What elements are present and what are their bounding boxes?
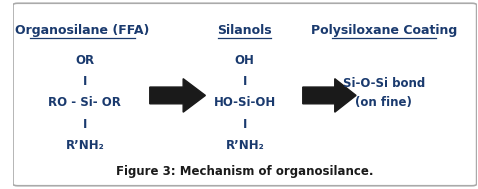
- Text: I: I: [243, 118, 247, 131]
- Text: HO-Si-OH: HO-Si-OH: [214, 96, 276, 109]
- Text: Silanols: Silanols: [217, 24, 272, 37]
- Text: OH: OH: [235, 53, 255, 67]
- Text: Polysiloxane Coating: Polysiloxane Coating: [311, 24, 457, 37]
- Text: OR: OR: [76, 53, 95, 67]
- Text: Organosilane (FFA): Organosilane (FFA): [15, 24, 150, 37]
- FancyBboxPatch shape: [13, 3, 477, 186]
- FancyArrow shape: [150, 79, 206, 112]
- Text: RO - Si- OR: RO - Si- OR: [48, 96, 121, 109]
- Text: (on fine): (on fine): [356, 96, 413, 109]
- Text: Figure 3: Mechanism of organosilance.: Figure 3: Mechanism of organosilance.: [116, 165, 374, 178]
- Text: Si-O-Si bond: Si-O-Si bond: [343, 77, 425, 90]
- Text: R’NH₂: R’NH₂: [226, 139, 264, 152]
- FancyArrow shape: [303, 79, 356, 112]
- Text: I: I: [243, 75, 247, 88]
- Text: I: I: [83, 75, 87, 88]
- Text: R’NH₂: R’NH₂: [65, 139, 104, 152]
- Text: I: I: [83, 118, 87, 131]
